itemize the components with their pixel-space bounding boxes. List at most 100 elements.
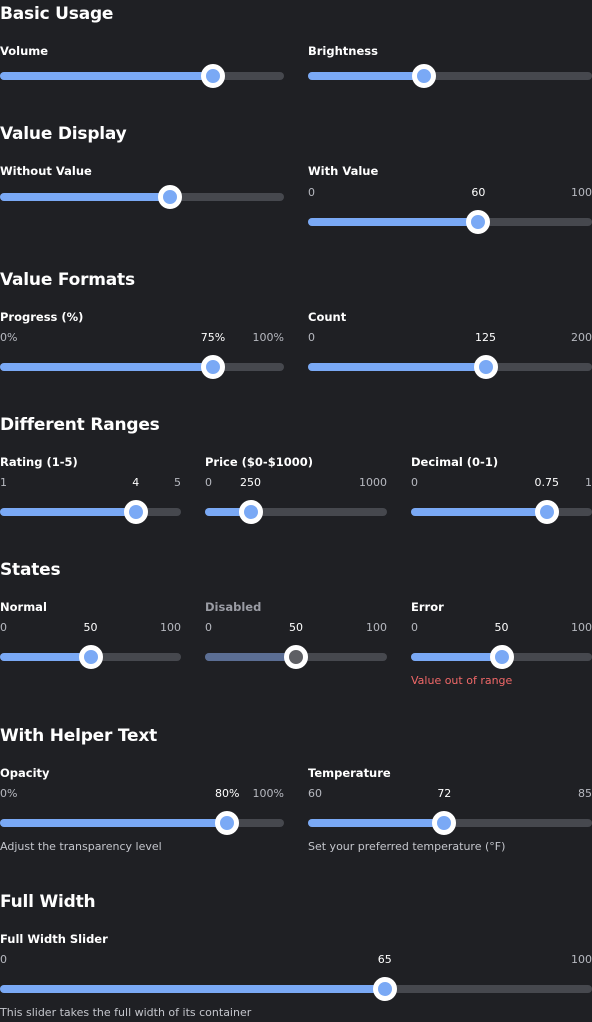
with-value-current: 60: [471, 186, 486, 199]
disabled-thumb: [284, 645, 308, 669]
normal-min: 0: [0, 621, 7, 634]
brightness-track[interactable]: [308, 64, 592, 88]
disabled-fill: [205, 653, 296, 661]
full-width-thumb[interactable]: [372, 977, 397, 1001]
decimal-slider: Decimal (0-1) 0 0.75 1: [411, 455, 592, 527]
normal-track[interactable]: [0, 645, 181, 669]
without-value-track[interactable]: [0, 185, 284, 209]
full-width-min: 0: [0, 953, 7, 966]
disabled-min: 0: [205, 621, 212, 634]
normal-label: Normal: [0, 600, 47, 614]
decimal-track[interactable]: [411, 500, 592, 524]
count-fill: [308, 363, 486, 371]
full-width-current: 65: [377, 953, 392, 966]
section-title-with-helper-text: With Helper Text: [0, 726, 158, 746]
price-label: Price ($0-$1000): [205, 455, 313, 469]
temperature-thumb[interactable]: [432, 811, 457, 835]
opacity-min: 0%: [0, 787, 18, 800]
error-helper-text: Value out of range: [411, 674, 513, 687]
price-track[interactable]: [205, 500, 387, 524]
normal-fill: [0, 653, 91, 661]
volume-thumb[interactable]: [201, 64, 225, 88]
price-max: 1000: [359, 476, 387, 489]
full-width-label: Full Width Slider: [0, 932, 108, 946]
disabled-slider: Disabled 0 50 100: [205, 600, 387, 672]
normal-current: 50: [83, 621, 98, 634]
without-value-thumb[interactable]: [158, 185, 183, 209]
error-fill: [411, 653, 502, 661]
disabled-current: 50: [289, 621, 303, 634]
rating-min: 1: [0, 476, 7, 489]
opacity-fill: [0, 819, 228, 827]
price-current: 250: [240, 476, 261, 489]
progress-min: 0%: [0, 331, 18, 344]
without-value-label: Without Value: [0, 164, 92, 178]
opacity-current: 80%: [214, 787, 240, 800]
temperature-track[interactable]: [308, 811, 592, 835]
price-min: 0: [205, 476, 212, 489]
count-min: 0: [308, 331, 315, 344]
opacity-helper-text: Adjust the transparency level: [0, 840, 162, 853]
progress-max: 100%: [252, 331, 284, 344]
temperature-current: 72: [437, 787, 452, 800]
temperature-max: 85: [578, 787, 592, 800]
count-track[interactable]: [308, 355, 592, 379]
progress-track[interactable]: [0, 355, 284, 379]
with-value-slider: With Value 0 60 100: [308, 164, 592, 236]
price-thumb[interactable]: [238, 500, 263, 524]
full-width-fill: [0, 985, 385, 993]
decimal-fill: [411, 508, 547, 516]
error-current: 50: [494, 621, 509, 634]
rating-current: 4: [132, 476, 140, 489]
with-value-fill: [308, 218, 479, 226]
opacity-track[interactable]: [0, 811, 284, 835]
without-value-slider: Without Value: [0, 164, 284, 236]
progress-slider: Progress (%) 0% 75% 100%: [0, 310, 284, 382]
rating-fill: [0, 508, 136, 516]
count-label: Count: [308, 310, 347, 324]
volume-slider: Volume: [0, 44, 284, 116]
decimal-label: Decimal (0-1): [411, 455, 499, 469]
with-value-track[interactable]: [308, 210, 592, 234]
count-slider: Count 0 125 200: [308, 310, 592, 382]
normal-thumb[interactable]: [78, 645, 103, 669]
temperature-label: Temperature: [308, 766, 391, 780]
disabled-track: [205, 645, 387, 669]
count-current: 125: [475, 331, 496, 344]
progress-current: 75%: [200, 331, 226, 344]
brightness-thumb[interactable]: [412, 64, 437, 88]
disabled-max: 100: [366, 621, 387, 634]
decimal-thumb[interactable]: [534, 500, 559, 524]
volume-label: Volume: [0, 44, 49, 58]
normal-slider: Normal 0 50 100: [0, 600, 181, 672]
error-track[interactable]: [411, 645, 592, 669]
without-value-fill: [0, 193, 171, 201]
brightness-fill: [308, 72, 425, 80]
error-thumb[interactable]: [489, 645, 514, 669]
price-slider: Price ($0-$1000) 0 250 1000: [205, 455, 387, 527]
error-max: 100: [571, 621, 592, 634]
rating-thumb[interactable]: [123, 500, 148, 524]
full-width-track[interactable]: [0, 977, 592, 1001]
normal-max: 100: [160, 621, 181, 634]
rating-track[interactable]: [0, 500, 181, 524]
opacity-thumb[interactable]: [215, 811, 240, 835]
with-value-label: With Value: [308, 164, 379, 178]
brightness-label: Brightness: [308, 44, 378, 58]
count-thumb[interactable]: [473, 355, 498, 379]
with-value-max: 100: [571, 186, 592, 199]
decimal-current: 0.75: [534, 476, 560, 489]
progress-fill: [0, 363, 213, 371]
progress-thumb[interactable]: [201, 355, 225, 379]
with-value-thumb[interactable]: [466, 210, 491, 234]
full-width-max: 100: [571, 953, 592, 966]
full-width-helper-text: This slider takes the full width of its …: [0, 1006, 252, 1019]
section-title-full-width: Full Width: [0, 892, 96, 912]
rating-label: Rating (1-5): [0, 455, 78, 469]
section-title-basic-usage: Basic Usage: [0, 4, 114, 24]
section-title-value-display: Value Display: [0, 124, 127, 144]
progress-label: Progress (%): [0, 310, 84, 324]
opacity-slider: Opacity 0% 80% 100% Adjust the transpare…: [0, 766, 284, 853]
error-min: 0: [411, 621, 418, 634]
volume-track[interactable]: [0, 64, 284, 88]
